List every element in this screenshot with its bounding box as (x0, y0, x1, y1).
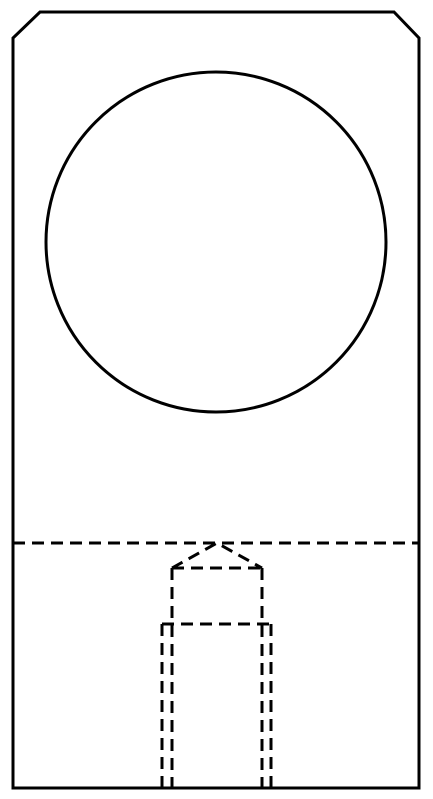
hidden-drill-cone-tip (171, 541, 263, 570)
plate-outline (11, 10, 421, 790)
through-hole-circle (44, 70, 388, 414)
